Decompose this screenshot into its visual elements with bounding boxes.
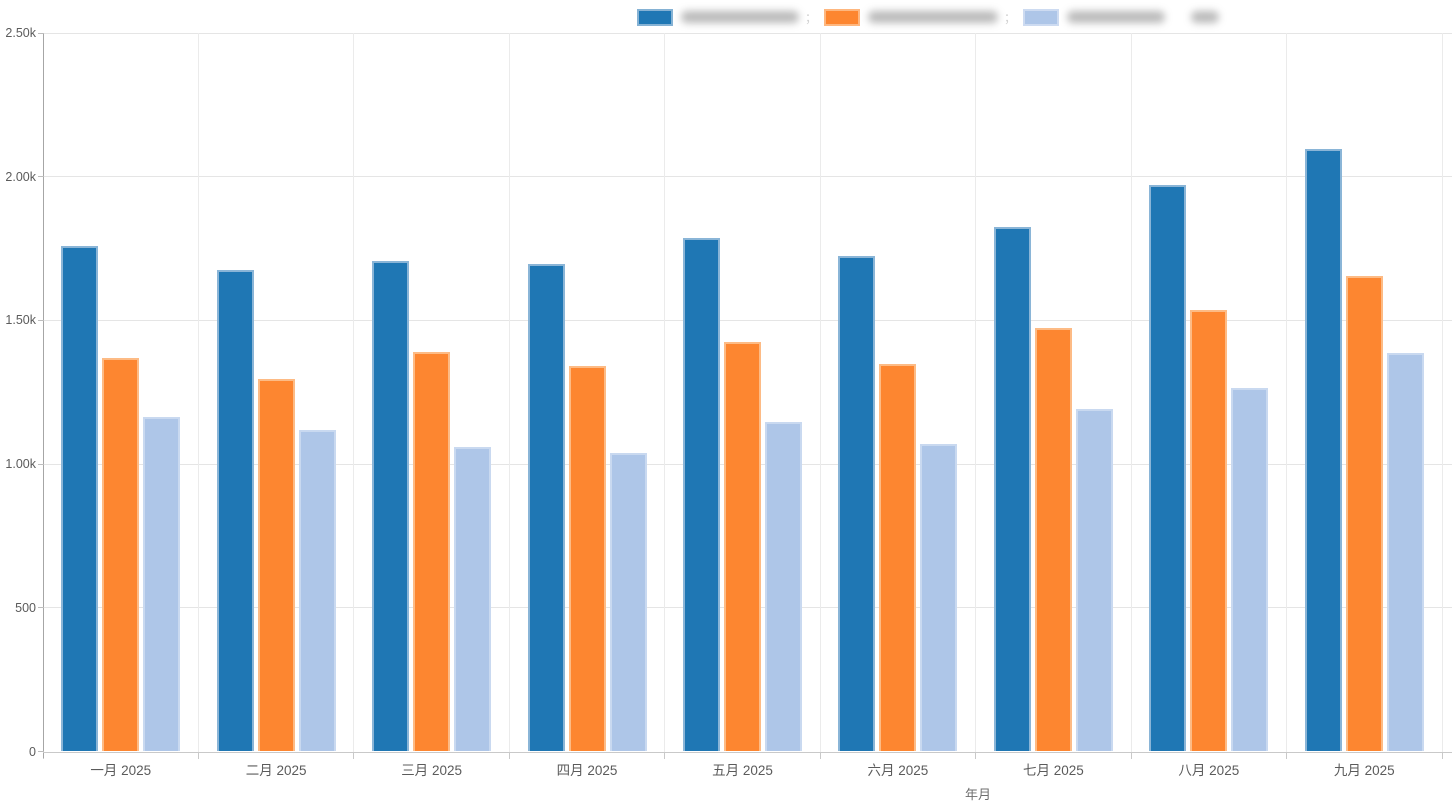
y-axis-tick-label: 1.00k <box>5 457 36 472</box>
y-axis-tick <box>38 463 44 465</box>
x-axis-category-label: 八月 2025 <box>1178 762 1240 778</box>
bar-series1[interactable] <box>372 261 410 752</box>
bar-series3[interactable] <box>454 446 492 752</box>
legend-separator: ； <box>805 10 818 25</box>
x-axis-category-label: 三月 2025 <box>401 762 462 778</box>
bar-series1[interactable] <box>527 264 565 752</box>
gridline-vertical <box>1286 33 1288 752</box>
legend-swatch-series1 <box>637 8 673 26</box>
bar-series3[interactable] <box>765 422 802 752</box>
bar-series2[interactable] <box>1345 275 1383 752</box>
legend-label-redacted <box>868 11 999 23</box>
x-axis-tick <box>353 751 355 759</box>
x-axis-tick <box>819 751 821 759</box>
bar-series2[interactable] <box>413 352 451 752</box>
x-axis-title: 年月 <box>964 787 991 802</box>
legend-label-redacted <box>1067 11 1166 23</box>
bar-series2[interactable] <box>879 363 917 752</box>
bar-series2[interactable] <box>1190 310 1228 752</box>
gridline-vertical <box>975 33 977 752</box>
y-axis-tick <box>38 751 44 752</box>
y-axis-tick-label: 2.00k <box>5 169 36 184</box>
bar-series1[interactable] <box>1149 185 1187 752</box>
bar-series1[interactable] <box>683 238 720 752</box>
y-axis-tick <box>38 319 44 321</box>
legend-label-redacted <box>681 11 799 23</box>
x-axis-category-label: 四月 2025 <box>556 762 618 778</box>
x-axis-category-label: 六月 2025 <box>867 762 929 778</box>
gridline-horizontal <box>43 319 1452 321</box>
x-axis-category-label: 七月 2025 <box>1022 762 1084 778</box>
bar-series2[interactable] <box>1034 327 1072 752</box>
x-axis-tick <box>1441 751 1443 759</box>
legend-item-series3[interactable] <box>1023 8 1225 26</box>
gridline-vertical <box>1130 33 1132 752</box>
x-axis-tick <box>508 751 510 759</box>
x-axis-tick <box>1286 751 1288 759</box>
x-axis-tick <box>975 751 977 759</box>
x-axis-line <box>43 751 1452 753</box>
gridline-vertical <box>508 33 510 752</box>
gridline-vertical <box>1441 33 1443 752</box>
x-axis-category-label: 一月 2025 <box>90 762 152 778</box>
x-axis-tick <box>1130 751 1132 759</box>
y-axis-tick-label: 1.50k <box>5 313 36 328</box>
legend-separator: ； <box>1004 10 1017 25</box>
gridline-vertical <box>664 33 666 752</box>
y-axis-tick-label: 0 <box>29 744 36 759</box>
bar-series3[interactable] <box>1075 409 1113 752</box>
bar-series3[interactable] <box>1231 387 1269 752</box>
bar-series2[interactable] <box>257 379 295 752</box>
bar-series2[interactable] <box>724 341 761 752</box>
gridline-vertical <box>819 33 821 752</box>
bar-series3[interactable] <box>920 443 958 752</box>
y-axis-line <box>43 33 44 758</box>
y-axis-tick-label: 2.50k <box>5 26 36 40</box>
gridline-vertical <box>197 33 199 752</box>
gridline-vertical <box>353 33 355 752</box>
bar-series2[interactable] <box>568 366 606 752</box>
y-axis-tick <box>38 607 44 609</box>
bar-series3[interactable] <box>1386 353 1424 752</box>
legend-item-series2[interactable]: ； <box>824 8 1019 26</box>
bar-series1[interactable] <box>838 255 876 752</box>
legend-swatch-series2 <box>824 8 861 26</box>
bar-series3[interactable] <box>298 429 336 752</box>
x-axis-category-label: 五月 2025 <box>712 762 773 778</box>
legend-swatch-series3 <box>1023 8 1060 26</box>
x-axis-category-label: 二月 2025 <box>245 762 307 778</box>
chart-legend: ；； <box>637 8 1229 26</box>
bar-series1[interactable] <box>61 245 99 752</box>
bar-series3[interactable] <box>143 416 181 752</box>
x-axis-category-label: 九月 2025 <box>1333 762 1395 778</box>
x-axis-tick <box>664 751 666 759</box>
x-axis-tick <box>197 751 199 759</box>
bar-series1[interactable] <box>216 270 254 752</box>
y-axis-tick <box>38 176 44 178</box>
gridline-horizontal <box>43 176 1452 178</box>
bar-series3[interactable] <box>609 452 647 752</box>
gridline-horizontal <box>43 32 1452 34</box>
legend-item-series1[interactable]: ； <box>637 8 820 26</box>
bar-series2[interactable] <box>102 357 140 752</box>
legend-label-redacted <box>1191 11 1220 23</box>
y-axis-tick-label: 500 <box>15 600 36 615</box>
y-axis-tick <box>38 32 44 34</box>
bar-series1[interactable] <box>993 226 1031 752</box>
bar-series1[interactable] <box>1304 149 1342 752</box>
